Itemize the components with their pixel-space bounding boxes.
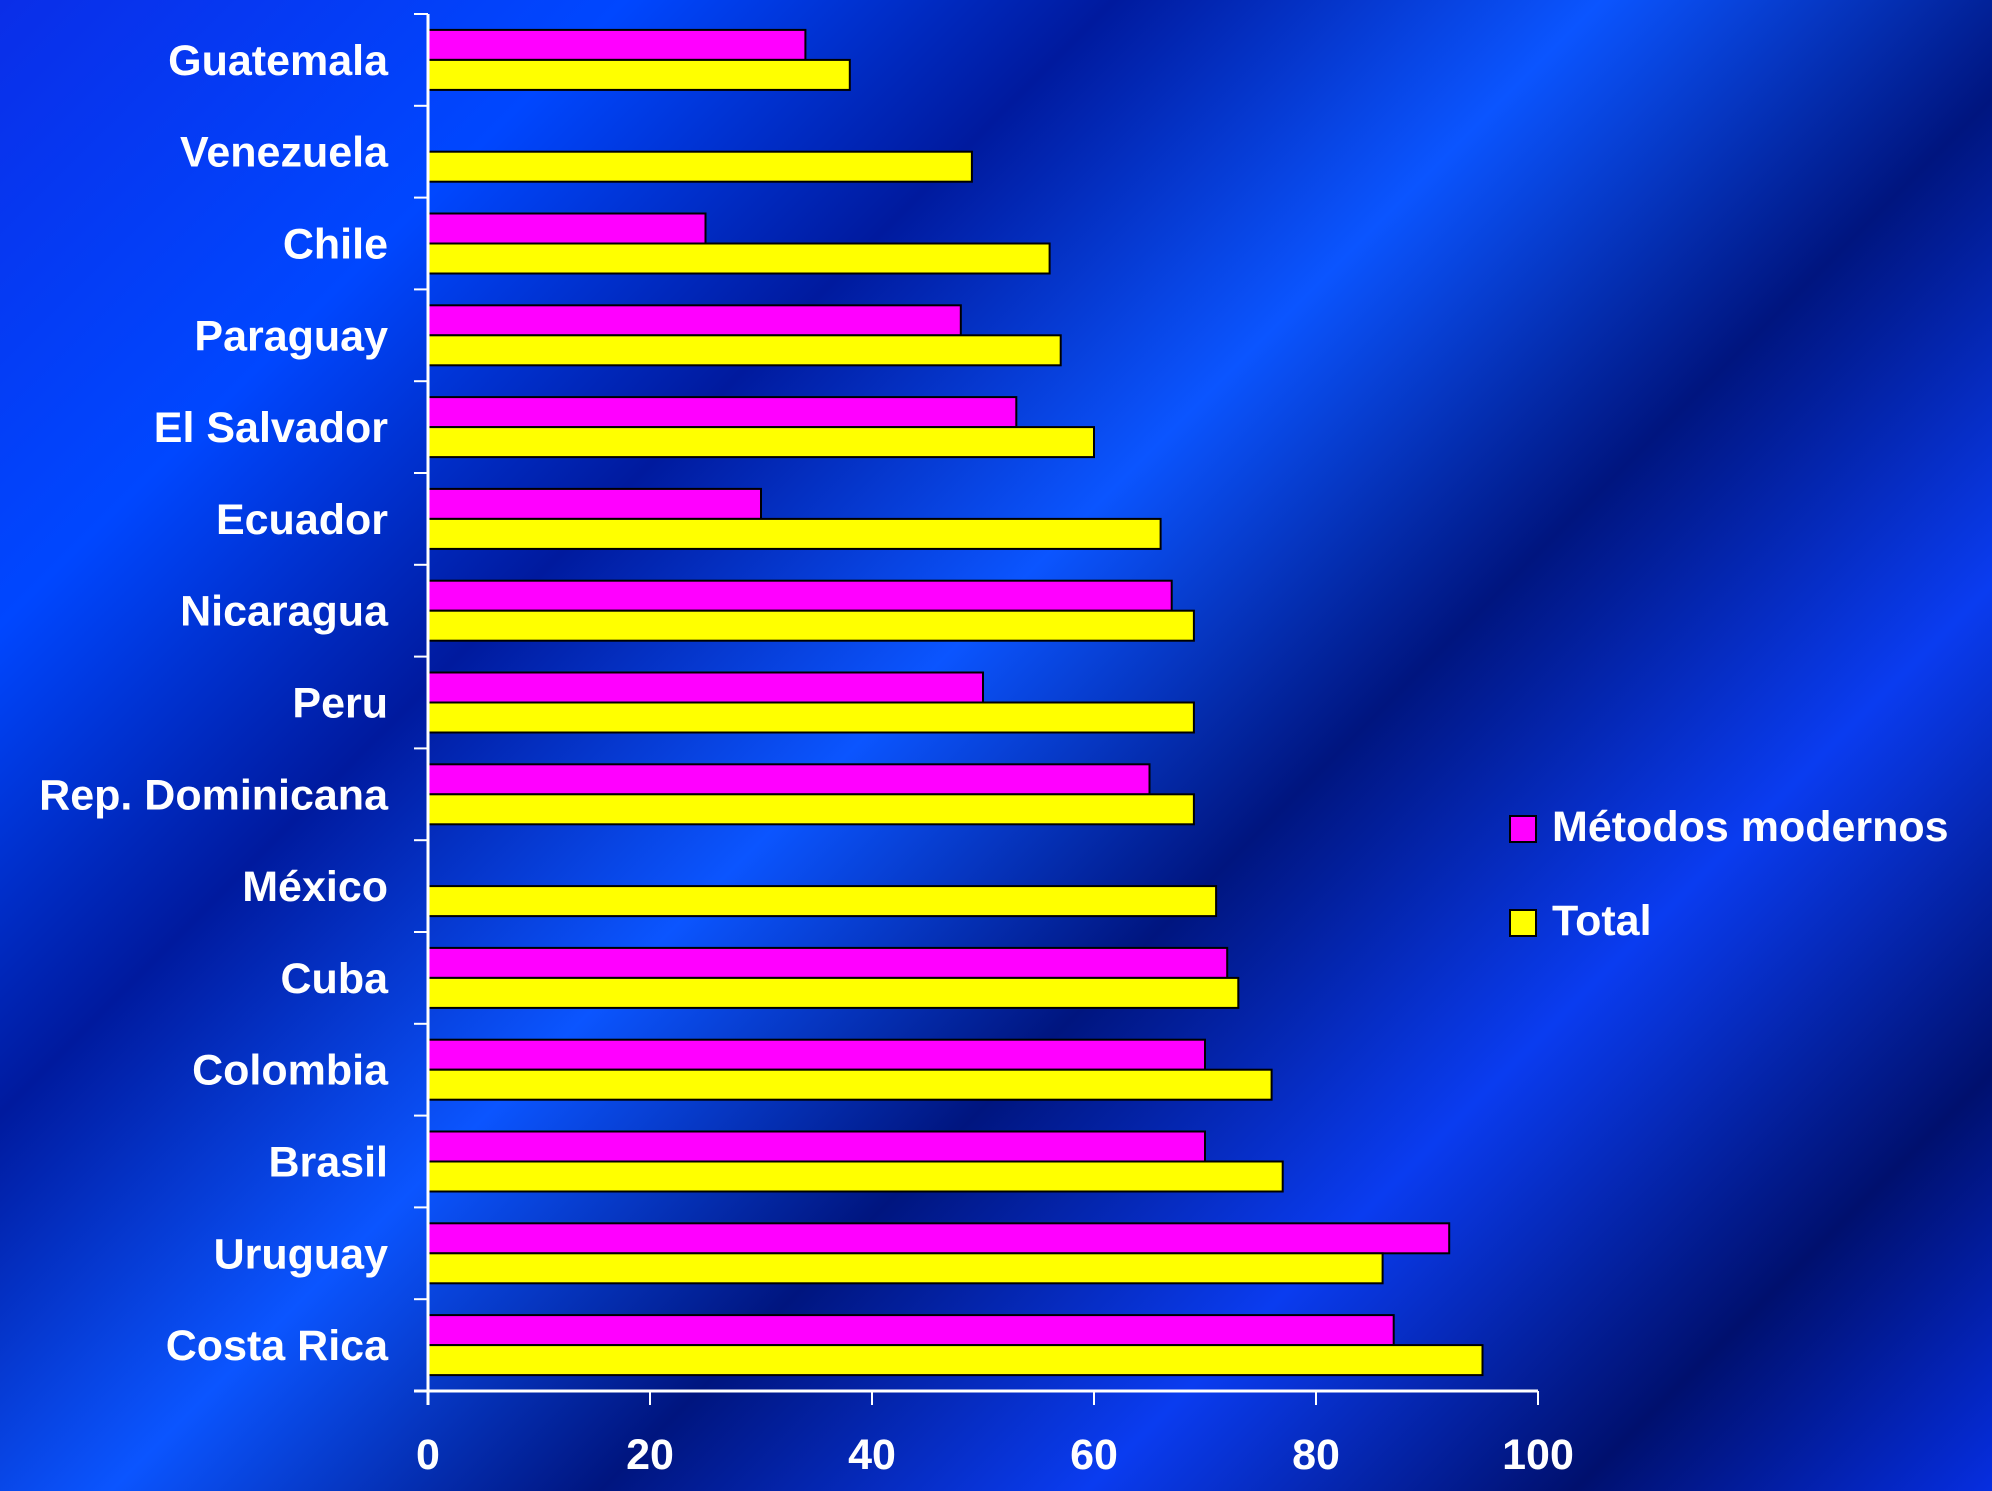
- bar-total: [427, 1252, 1384, 1285]
- x-tick-label: 20: [626, 1431, 674, 1479]
- legend-swatch: [1509, 909, 1537, 937]
- bar-total: [427, 1160, 1284, 1193]
- bars-group: [427, 28, 1484, 1377]
- bar-total: [427, 517, 1162, 550]
- x-tick-label: 60: [1070, 1431, 1118, 1479]
- category-label: El Salvador: [154, 404, 388, 452]
- category-label: Uruguay: [214, 1230, 389, 1278]
- bar-metodos-modernos: [427, 946, 1229, 979]
- legend: Métodos modernos Total: [1509, 803, 1949, 945]
- x-tick-label: 100: [1502, 1431, 1574, 1479]
- bar-total: [427, 793, 1195, 826]
- category-label: Nicaragua: [180, 588, 389, 636]
- bar-metodos-modernos: [427, 1130, 1206, 1163]
- category-label: Venezuela: [180, 129, 389, 177]
- category-label: Brasil: [268, 1139, 388, 1187]
- category-label: México: [242, 863, 388, 911]
- bar-metodos-modernos: [427, 304, 962, 337]
- category-label: Costa Rica: [166, 1322, 389, 1370]
- x-tick-label: 40: [848, 1431, 896, 1479]
- bar-total: [427, 150, 973, 183]
- category-label: Guatemala: [168, 37, 389, 85]
- category-label: Cuba: [281, 955, 390, 1003]
- axes-group: [414, 13, 1539, 1405]
- legend-label: Métodos modernos: [1552, 803, 1949, 851]
- legend-label: Total: [1552, 897, 1652, 945]
- category-label: Paraguay: [194, 312, 388, 360]
- bar-metodos-modernos: [427, 487, 762, 520]
- legend-swatch: [1509, 815, 1537, 843]
- x-tick-label: 80: [1292, 1431, 1340, 1479]
- bar-metodos-modernos: [427, 671, 984, 704]
- category-label: Ecuador: [216, 496, 388, 544]
- bar-total: [427, 1344, 1484, 1377]
- category-label: Peru: [292, 680, 388, 728]
- bar-total: [427, 976, 1240, 1009]
- category-label: Colombia: [192, 1047, 389, 1095]
- bar-metodos-modernos: [427, 396, 1018, 429]
- bar-total: [427, 58, 851, 91]
- bar-metodos-modernos: [427, 763, 1151, 796]
- bar-total: [427, 334, 1062, 367]
- bar-total: [427, 701, 1195, 734]
- category-label: Rep. Dominicana: [39, 771, 389, 819]
- category-label: Chile: [283, 221, 388, 269]
- bar-metodos-modernos: [427, 212, 707, 245]
- bar-metodos-modernos: [427, 1222, 1451, 1255]
- bar-metodos-modernos: [427, 579, 1173, 612]
- bar-metodos-modernos: [427, 28, 807, 61]
- x-tick-label: 0: [416, 1431, 440, 1479]
- bar-total: [427, 242, 1051, 275]
- bar-total: [427, 426, 1095, 459]
- bar-metodos-modernos: [427, 1038, 1206, 1071]
- x-tick-labels: 0 20 40 60 80 100: [416, 1431, 1574, 1479]
- bar-total: [427, 1068, 1273, 1101]
- category-labels: Guatemala Venezuela Chile Paraguay El Salvad…: [39, 37, 389, 1370]
- bar-metodos-modernos: [427, 1314, 1395, 1347]
- bar-total: [427, 885, 1218, 918]
- bar-total: [427, 609, 1195, 642]
